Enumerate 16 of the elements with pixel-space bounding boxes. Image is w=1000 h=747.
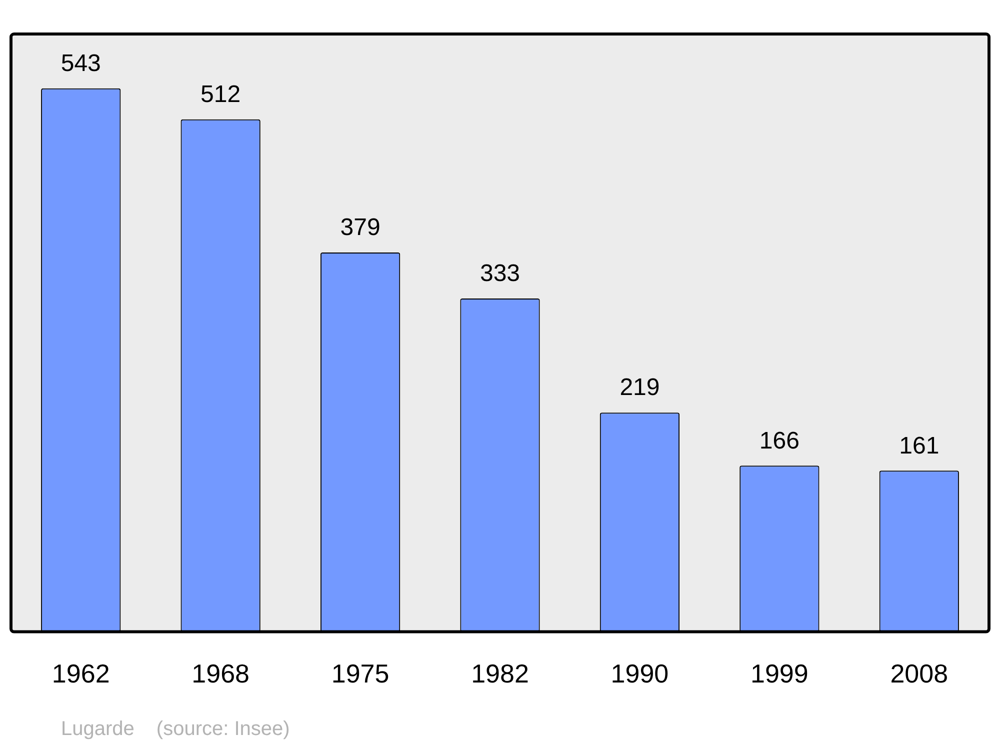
x-tick-label: 1962	[52, 658, 110, 689]
data-label: 219	[620, 374, 660, 402]
data-label: 333	[480, 260, 520, 288]
x-tick-label: 1990	[610, 658, 669, 689]
data-label: 161	[899, 432, 940, 460]
data-label: 166	[759, 427, 800, 454]
data-label: 512	[200, 80, 241, 108]
x-tick-label: 1968	[192, 658, 250, 689]
text: (source: Insee)	[156, 718, 290, 740]
text: Lugarde	[61, 718, 134, 740]
data-label: 379	[340, 214, 380, 242]
x-tick-label: 1999	[750, 658, 808, 689]
data-label: 543	[60, 50, 101, 77]
x-tick-label: 2008	[890, 658, 948, 689]
x-tick-label: 1975	[331, 658, 390, 689]
x-tick-label: 1982	[471, 658, 529, 689]
